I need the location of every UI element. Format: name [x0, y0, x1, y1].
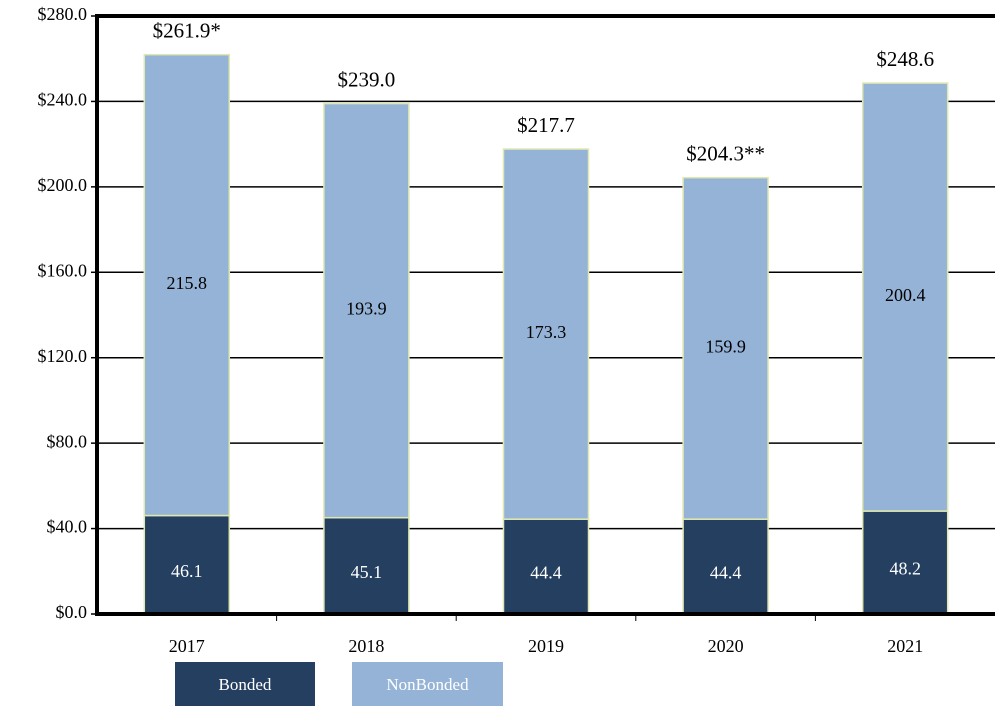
data-label: 46.1 [171, 561, 203, 581]
bar-segment [323, 102, 410, 519]
total-label: $261.9* [153, 18, 221, 42]
y-tick-label: $40.0 [47, 517, 88, 537]
y-tick-label: $160.0 [38, 260, 88, 280]
bar-segment [502, 518, 590, 615]
legend-label: NonBonded [386, 675, 469, 694]
y-tick-label: $120.0 [38, 346, 88, 366]
data-label: 44.4 [530, 563, 562, 583]
data-label: 200.4 [885, 285, 926, 305]
total-label: $217.7 [517, 113, 575, 137]
y-tick-label: $280.0 [38, 4, 88, 24]
bar-segment [861, 510, 949, 615]
y-tick-label: $240.0 [38, 90, 88, 110]
bar-segment [861, 82, 949, 512]
bar-segment [143, 53, 231, 517]
y-tick-label: $0.0 [56, 602, 88, 622]
bar-segment [323, 516, 410, 615]
data-label: 193.9 [346, 299, 387, 319]
x-tick-label: 2019 [528, 636, 564, 656]
data-label: 159.9 [705, 337, 746, 357]
y-tick-label: $80.0 [47, 431, 88, 451]
data-label: 215.8 [167, 273, 208, 293]
bar-segment [143, 514, 231, 615]
data-label: 44.4 [710, 563, 742, 583]
x-tick-label: 2020 [708, 636, 744, 656]
bar-segment [682, 518, 769, 615]
data-label: 48.2 [889, 559, 921, 579]
total-label: $239.0 [338, 67, 396, 91]
x-tick-label: 2021 [887, 636, 923, 656]
total-label: $204.3** [686, 141, 765, 165]
data-label: 45.1 [351, 562, 383, 582]
legend-swatch [352, 662, 503, 706]
x-tick-label: 2017 [169, 636, 205, 656]
legend-swatch [175, 662, 315, 706]
bar-segment [502, 148, 590, 520]
x-tick-label: 2018 [348, 636, 384, 656]
legend-label: Bonded [219, 675, 272, 694]
total-label: $248.6 [876, 47, 934, 71]
y-tick-label: $200.0 [38, 175, 88, 195]
data-label: 173.3 [526, 322, 567, 342]
bar-segment [682, 176, 769, 520]
